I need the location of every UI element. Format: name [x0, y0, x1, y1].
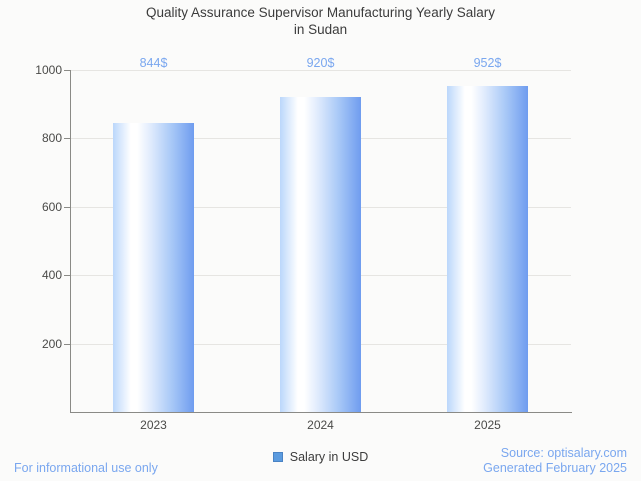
y-tick-mark — [64, 70, 70, 71]
bar[interactable] — [280, 97, 361, 412]
y-tick-mark — [64, 275, 70, 277]
y-tick-mark — [64, 138, 70, 140]
source-text: Source: optisalary.com — [500, 446, 627, 460]
y-tick-label: 800 — [41, 131, 62, 146]
chart-title: Quality Assurance Supervisor Manufacturi… — [146, 5, 495, 37]
generated-date-text: Generated February 2025 — [483, 461, 627, 475]
x-tick-label: 2025 — [474, 418, 501, 432]
x-tick-label: 2024 — [307, 418, 334, 432]
y-axis: 200 400 600 800 1000 — [0, 0, 62, 481]
bar[interactable] — [447, 86, 528, 412]
bar-value-label: 920$ — [306, 56, 335, 70]
y-tick-mark — [64, 343, 70, 345]
y-tick-label: 200 — [41, 336, 62, 351]
y-tick-label: 1000 — [35, 63, 62, 77]
source-block: Source: optisalary.com Generated Februar… — [483, 446, 627, 476]
bar[interactable] — [113, 123, 194, 412]
bar-value-label: 952$ — [473, 56, 502, 70]
bar-value-label: 844$ — [139, 56, 168, 70]
y-tick-label: 600 — [41, 199, 62, 214]
chart-legend: Salary in USD — [0, 450, 641, 464]
y-axis-line — [70, 70, 71, 413]
x-axis-line — [70, 412, 572, 414]
y-tick-label: 400 — [41, 268, 62, 283]
legend-item-label: Salary in USD — [289, 450, 369, 464]
disclaimer-text: For informational use only — [14, 461, 158, 475]
gridline — [70, 70, 571, 71]
square-marker-icon — [272, 452, 283, 462]
y-tick-mark — [64, 206, 70, 208]
x-tick-label: 2023 — [140, 418, 167, 432]
